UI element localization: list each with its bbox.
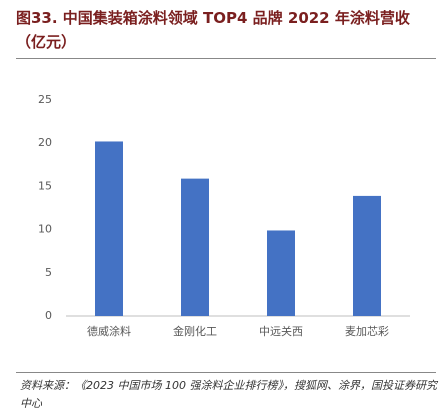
source-note: 资料来源：《2023 中国市场 100 强涂料企业排行榜》，搜狐网、涂界，国投证… [20, 379, 437, 410]
x-tick-label: 金刚化工 [173, 324, 217, 338]
chart: 0 5 10 15 20 25 德威涂料 金刚化工 中远关西 麦加芯彩 [38, 93, 410, 338]
y-tick-label: 20 [38, 136, 52, 149]
x-tick-label: 麦加芯彩 [345, 324, 389, 338]
x-tick-label: 中远关西 [259, 324, 303, 338]
y-tick-label: 10 [38, 223, 52, 236]
rule [16, 372, 436, 373]
y-tick-label: 5 [45, 266, 52, 279]
y-tick-label: 25 [38, 93, 52, 106]
y-tick-label: 15 [38, 179, 52, 192]
chart-title: 图33. 中国集装箱涂料领域 TOP4 品牌 2022 年涂料营收（亿元） [16, 9, 410, 51]
x-tick-label: 德威涂料 [87, 324, 131, 338]
y-tick-label: 0 [45, 309, 52, 322]
bar [95, 141, 123, 316]
bar [267, 230, 295, 316]
bar [181, 178, 209, 316]
bar [353, 195, 381, 316]
rule [16, 58, 436, 59]
